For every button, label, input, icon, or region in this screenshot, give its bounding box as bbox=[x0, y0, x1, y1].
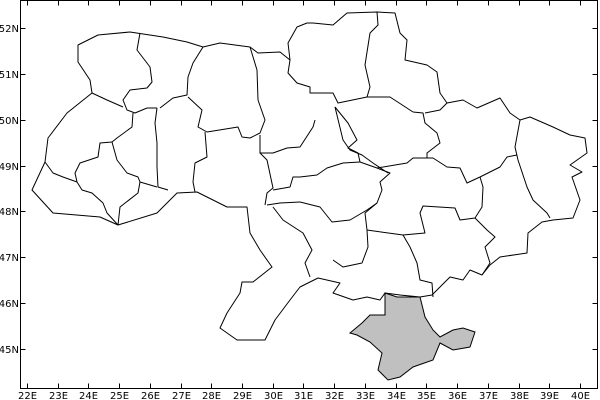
lat-tick-label: 52N bbox=[0, 24, 19, 35]
lon-tick-label: 29E bbox=[233, 391, 252, 400]
country-outline bbox=[31, 11, 588, 341]
lat-tick-label: 50N bbox=[0, 116, 19, 127]
lon-tick-label: 23E bbox=[49, 391, 68, 400]
oblast-borders bbox=[44, 11, 551, 298]
lon-tick-label: 28E bbox=[202, 391, 221, 400]
lon-tick-label: 30E bbox=[264, 391, 283, 400]
lat-tick-label: 47N bbox=[0, 253, 19, 264]
axis-labels: 22E 23E 24E 25E 26E 27E 28E 29E 30E 31E 32E 33E 34E 3… bbox=[0, 24, 590, 400]
lon-tick-label: 32E bbox=[325, 391, 344, 400]
lat-tick-label: 48N bbox=[0, 207, 19, 218]
lon-tick-label: 39E bbox=[540, 391, 559, 400]
lat-tick-label: 46N bbox=[0, 299, 19, 310]
lon-tick-label: 25E bbox=[110, 391, 129, 400]
lon-tick-label: 26E bbox=[141, 391, 160, 400]
lon-tick-label: 24E bbox=[79, 391, 98, 400]
map-frame bbox=[20, 0, 598, 389]
lon-tick-label: 27E bbox=[172, 391, 191, 400]
lon-tick-label: 40E bbox=[571, 391, 590, 400]
lon-tick-label: 31E bbox=[294, 391, 313, 400]
lon-tick-label: 37E bbox=[479, 391, 498, 400]
lon-tick-label: 34E bbox=[387, 391, 406, 400]
lon-tick-label: 33E bbox=[356, 391, 375, 400]
lat-tick-label: 49N bbox=[0, 162, 19, 173]
lat-tick-label: 45N bbox=[0, 345, 19, 356]
lon-tick-label: 35E bbox=[417, 391, 436, 400]
lon-tick-label: 36E bbox=[448, 391, 467, 400]
axis-ticks bbox=[20, 0, 598, 389]
crimea-region[interactable] bbox=[348, 292, 476, 381]
lat-tick-label: 51N bbox=[0, 70, 19, 81]
lon-tick-label: 38E bbox=[510, 391, 529, 400]
lon-tick-label: 22E bbox=[18, 391, 37, 400]
